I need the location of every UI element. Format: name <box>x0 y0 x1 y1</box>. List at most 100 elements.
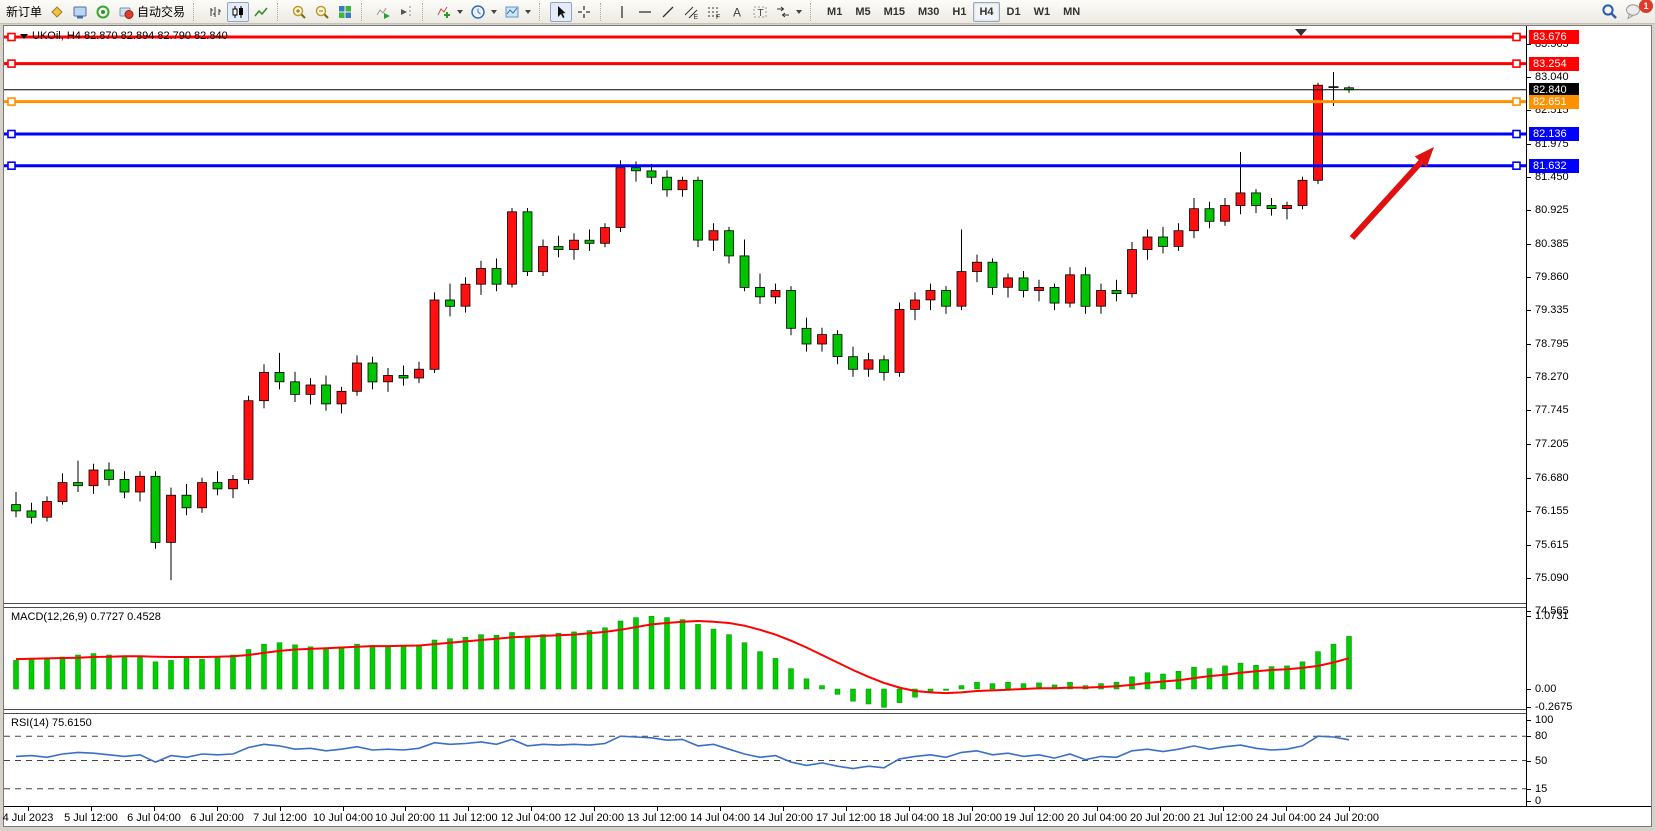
terminal-icon <box>72 4 88 20</box>
price-line-badge: 83.676 <box>1529 30 1579 44</box>
axis-tick <box>1527 761 1531 762</box>
vertical-line-icon <box>614 4 630 20</box>
timeframe-H1[interactable]: H1 <box>952 5 967 18</box>
timeframe-H4[interactable]: H4 <box>973 1 1000 22</box>
bar-chart-button[interactable] <box>204 2 226 22</box>
date-label: 7 Jul 12:00 <box>253 812 307 824</box>
chart-title: UKOil, H4 82.870 82.894 82.790 82.840 <box>20 30 228 42</box>
new-order-button[interactable]: 新订单 <box>3 2 45 22</box>
timeframe-D1[interactable]: D1 <box>1006 5 1021 18</box>
axis-tick <box>1527 244 1531 245</box>
gold-diamond-icon <box>49 4 65 20</box>
timeframe-M1[interactable]: M1 <box>827 5 843 18</box>
chevron-down-icon <box>491 9 498 14</box>
date-label: 14 Jul 20:00 <box>753 812 813 824</box>
tile-windows-button[interactable] <box>334 2 356 22</box>
autotrading-button[interactable]: 自动交易 <box>115 2 188 22</box>
axis-tick <box>1527 611 1531 612</box>
date-tick <box>280 807 281 811</box>
periods-button[interactable] <box>467 2 500 22</box>
horizontal-line-icon <box>637 4 653 20</box>
toolbar-separator <box>277 2 284 21</box>
shapes-button[interactable] <box>772 2 805 22</box>
price-tick-label: 83.040 <box>1535 71 1569 83</box>
timeframe-W1[interactable]: W1 <box>1033 5 1051 18</box>
signals-button[interactable] <box>92 2 114 22</box>
axis-tick <box>1527 478 1531 479</box>
svg-text:F: F <box>716 14 720 20</box>
date-axis[interactable]: 4 Jul 2023 5 Jul 12:00 6 Jul 04:00 6 Jul 20… <box>3 806 1651 826</box>
price-line-badge: 82.651 <box>1529 95 1579 109</box>
panel-splitter[interactable] <box>4 709 1527 714</box>
horizontal-line-button[interactable] <box>634 2 656 22</box>
line-chart-icon <box>253 4 269 20</box>
price-axis[interactable]: 83.565 83.040 82.515 81.975 81.450 80.925 80.3… <box>1526 26 1651 807</box>
chart-shift-button[interactable] <box>395 2 417 22</box>
crosshair-button[interactable] <box>573 2 595 22</box>
date-tick <box>1097 807 1098 811</box>
terminal-button[interactable] <box>69 2 91 22</box>
price-tick-label: 80.385 <box>1535 238 1569 250</box>
macd-chart-canvas[interactable] <box>4 608 1527 709</box>
price-tick-label: 79.335 <box>1535 304 1569 316</box>
axis-tick <box>1527 377 1531 378</box>
axis-tick <box>1527 110 1531 111</box>
date-tick <box>594 807 595 811</box>
price-tick-label: 75.615 <box>1535 539 1569 551</box>
chart-body: UKOil, H4 82.870 82.894 82.790 82.840 MA… <box>3 25 1652 827</box>
rsi-tick-label: 100 <box>1535 714 1554 726</box>
templates-button[interactable] <box>501 2 534 22</box>
price-tick-label: 79.860 <box>1535 271 1569 283</box>
axis-tick <box>1527 736 1531 737</box>
panel-splitter[interactable] <box>4 603 1527 608</box>
price-chart-canvas[interactable] <box>4 26 1527 603</box>
axis-tick <box>1527 44 1531 45</box>
timeframe-M5[interactable]: M5 <box>855 5 871 18</box>
candlestick-chart-button[interactable] <box>227 1 250 22</box>
zoom-in-button[interactable] <box>288 2 310 22</box>
bar-chart-icon <box>207 4 223 20</box>
timeframe-M30[interactable]: M30 <box>918 5 940 18</box>
axis-tick <box>1527 616 1531 617</box>
autotrading-label: 自动交易 <box>137 5 186 19</box>
price-line-badge: 83.254 <box>1529 57 1579 71</box>
axis-tick <box>1527 344 1531 345</box>
indicators-button[interactable] <box>433 2 466 22</box>
chat-button[interactable]: 1 <box>1622 0 1653 22</box>
search-button[interactable] <box>1598 2 1621 22</box>
text-button[interactable]: A <box>726 2 748 22</box>
rsi-chart-canvas[interactable] <box>4 714 1527 807</box>
timeframe-M15[interactable]: M15 <box>883 5 905 18</box>
timeframe-MN[interactable]: MN <box>1063 5 1081 18</box>
price-line-badge: 81.632 <box>1529 159 1579 173</box>
price-tick-label: 74.565 <box>1535 605 1569 617</box>
axis-tick <box>1527 444 1531 445</box>
line-chart-button[interactable] <box>250 2 272 22</box>
date-label: 17 Jul 12:00 <box>816 812 876 824</box>
cursor-button[interactable] <box>550 1 573 22</box>
market-watch-button[interactable] <box>46 2 68 22</box>
date-label: 18 Jul 04:00 <box>879 812 939 824</box>
fibonacci-button[interactable]: F <box>703 2 725 22</box>
equidistant-channel-button[interactable]: E <box>680 2 702 22</box>
text-label-icon: T <box>752 4 768 20</box>
svg-text:A: A <box>733 5 741 19</box>
trendline-button[interactable] <box>657 2 679 22</box>
text-label-button[interactable]: T <box>749 2 771 22</box>
date-label: 18 Jul 20:00 <box>942 812 1002 824</box>
date-tick <box>405 807 406 811</box>
zoom-out-button[interactable] <box>311 2 333 22</box>
axis-tick <box>1527 689 1531 690</box>
clock-icon <box>470 4 486 20</box>
auto-scroll-button[interactable] <box>372 2 394 22</box>
price-tick-label: 80.925 <box>1535 204 1569 216</box>
price-tick-label: 78.795 <box>1535 338 1569 350</box>
date-tick <box>972 807 973 811</box>
price-tick-label: 76.680 <box>1535 472 1569 484</box>
rsi-tick-label: 80 <box>1535 730 1548 742</box>
vertical-line-button[interactable] <box>611 2 633 22</box>
search-icon <box>1601 3 1618 20</box>
date-label: 10 Jul 20:00 <box>375 812 435 824</box>
macd-tick-label: 0.00 <box>1535 683 1557 695</box>
rsi-label: RSI(14) 75.6150 <box>11 717 92 729</box>
